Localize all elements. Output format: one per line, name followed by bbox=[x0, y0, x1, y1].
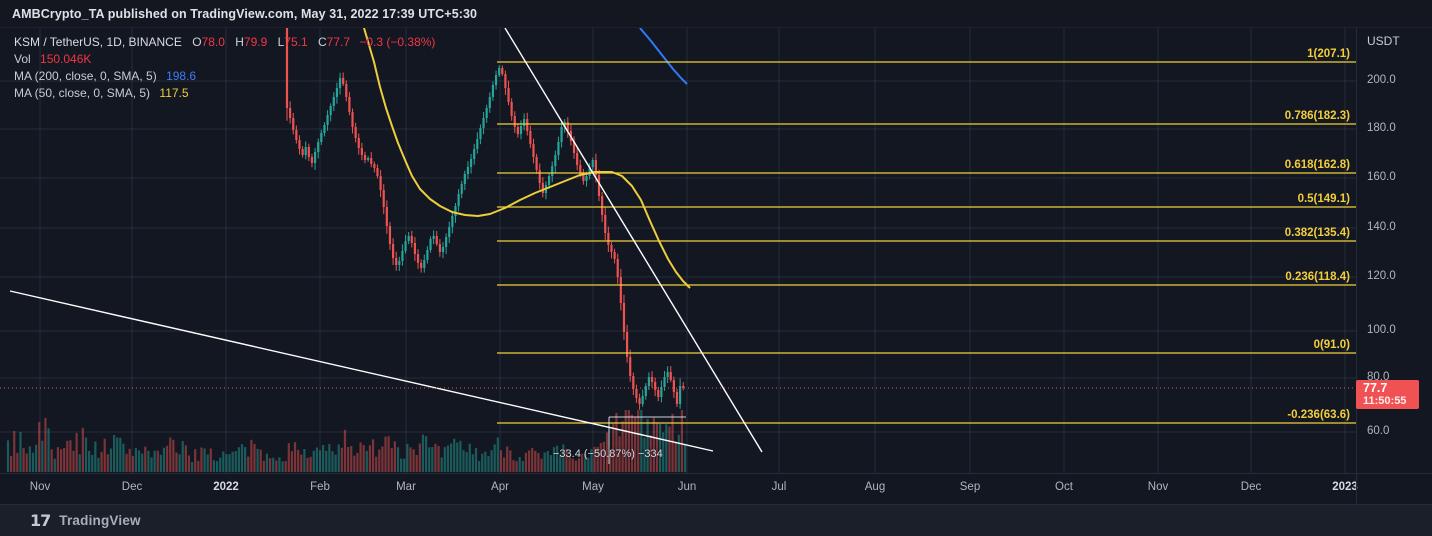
time-tick-month: Dec bbox=[1240, 481, 1262, 493]
ma50-label: MA (50, close, 0, SMA, 5) bbox=[14, 86, 151, 100]
time-tick-month: Jun bbox=[677, 481, 697, 493]
time-tick-month: Nov bbox=[1147, 481, 1169, 493]
time-tick-month: Apr bbox=[491, 481, 509, 493]
time-tick-year: 2023 bbox=[1332, 481, 1358, 493]
ma200-line bbox=[639, 28, 688, 85]
time-tick-month: Aug bbox=[864, 481, 886, 493]
fib-label: 0.382(135.4) bbox=[1285, 227, 1350, 239]
tradingview-logo-icon[interactable]: 17 bbox=[30, 511, 51, 530]
ma200-label: MA (200, close, 0, SMA, 5) bbox=[14, 69, 157, 83]
time-tick-month: Feb bbox=[310, 481, 330, 493]
ma50-value: 117.5 bbox=[159, 86, 189, 100]
last-price-badge: 77.7 11:50:55 bbox=[1356, 380, 1419, 409]
time-tick-month: May bbox=[582, 481, 604, 493]
plot-layer: 1(207.1) 0.786(182.3) 0.618(162.8) 0.5(149.… bbox=[0, 28, 1356, 473]
price-tick: 180.0 bbox=[1367, 122, 1396, 134]
time-tick-month: Mar bbox=[396, 481, 416, 493]
volume-label: Vol bbox=[14, 52, 31, 66]
time-tick-year: 2022 bbox=[213, 481, 239, 493]
time-axis[interactable]: Nov Dec 2022 Feb Mar Apr May Jun Jul Aug Sep Oct Nov… bbox=[0, 473, 1358, 505]
price-tick: 200.0 bbox=[1367, 74, 1396, 86]
time-tick-month: Nov bbox=[29, 481, 51, 493]
trendline bbox=[9, 290, 714, 452]
bar-countdown: 11:50:55 bbox=[1363, 395, 1407, 407]
attribution-bar: AMBCrypto_TA published on TradingView.co… bbox=[0, 0, 1432, 28]
high-value: 79.9 bbox=[243, 35, 268, 49]
low-value: 75.1 bbox=[284, 35, 308, 49]
measure-tool-label: −33.4 (−50.87%) −334 bbox=[553, 448, 663, 460]
ma50-row[interactable]: MA (50, close, 0, SMA, 5) 117.5 bbox=[14, 85, 435, 102]
ma50-line bbox=[363, 28, 691, 289]
axis-separator-vertical bbox=[1356, 28, 1357, 505]
time-tick-month: Oct bbox=[1055, 481, 1073, 493]
fib-label: 0.236(118.4) bbox=[1285, 271, 1350, 283]
tradingview-wordmark[interactable]: TradingView bbox=[59, 513, 141, 528]
fib-label: 1(207.1) bbox=[1307, 48, 1350, 60]
open-label: O bbox=[192, 35, 202, 49]
close-label: C bbox=[318, 35, 327, 49]
close-value: 77.7 bbox=[326, 35, 351, 49]
price-tick: 140.0 bbox=[1367, 221, 1396, 233]
price-tick: 160.0 bbox=[1367, 171, 1396, 183]
symbol-title[interactable]: KSM / TetherUS, 1D, BINANCE bbox=[14, 35, 182, 49]
symbol-row[interactable]: KSM / TetherUS, 1D, BINANCE O78.0 H79.9 … bbox=[14, 34, 435, 51]
volume-bars bbox=[6, 410, 687, 472]
time-tick-month: Sep bbox=[959, 481, 981, 493]
trendline bbox=[504, 28, 763, 453]
time-tick-month: Jul bbox=[771, 481, 787, 493]
ma200-value: 198.6 bbox=[166, 69, 197, 83]
currency-label: USDT bbox=[1367, 34, 1400, 48]
ma200-row[interactable]: MA (200, close, 0, SMA, 5) 198.6 bbox=[14, 68, 435, 85]
volume-row[interactable]: Vol 150.046K bbox=[14, 51, 435, 68]
last-price-value: 77.7 bbox=[1363, 381, 1388, 395]
high-label: H bbox=[235, 35, 244, 49]
fib-retracement: 1(207.1) 0.786(182.3) 0.618(162.8) 0.5(149.… bbox=[497, 48, 1356, 424]
fib-label: -0.236(63.6) bbox=[1287, 409, 1350, 421]
time-tick-month: Dec bbox=[121, 481, 143, 493]
price-tick: 100.0 bbox=[1367, 324, 1396, 336]
low-label: L bbox=[277, 35, 285, 49]
fib-label: 0.618(162.8) bbox=[1285, 159, 1350, 171]
fib-label: 0(91.0) bbox=[1314, 339, 1351, 351]
change-value: −0.3 (−0.38%) bbox=[359, 35, 436, 49]
price-tick: 120.0 bbox=[1367, 270, 1396, 282]
axis-separator-horizontal bbox=[0, 473, 1432, 474]
bottom-toolbar: 17 TradingView bbox=[0, 504, 1432, 536]
fib-label: 0.5(149.1) bbox=[1298, 193, 1351, 205]
chart-legend[interactable]: KSM / TetherUS, 1D, BINANCE O78.0 H79.9 … bbox=[14, 34, 435, 102]
volume-value: 150.046K bbox=[40, 52, 92, 66]
fib-label: 0.786(182.3) bbox=[1285, 110, 1350, 122]
open-value: 78.0 bbox=[201, 35, 225, 49]
attribution-text: AMBCrypto_TA published on TradingView.co… bbox=[12, 7, 478, 21]
price-tick: 60.0 bbox=[1367, 425, 1390, 437]
